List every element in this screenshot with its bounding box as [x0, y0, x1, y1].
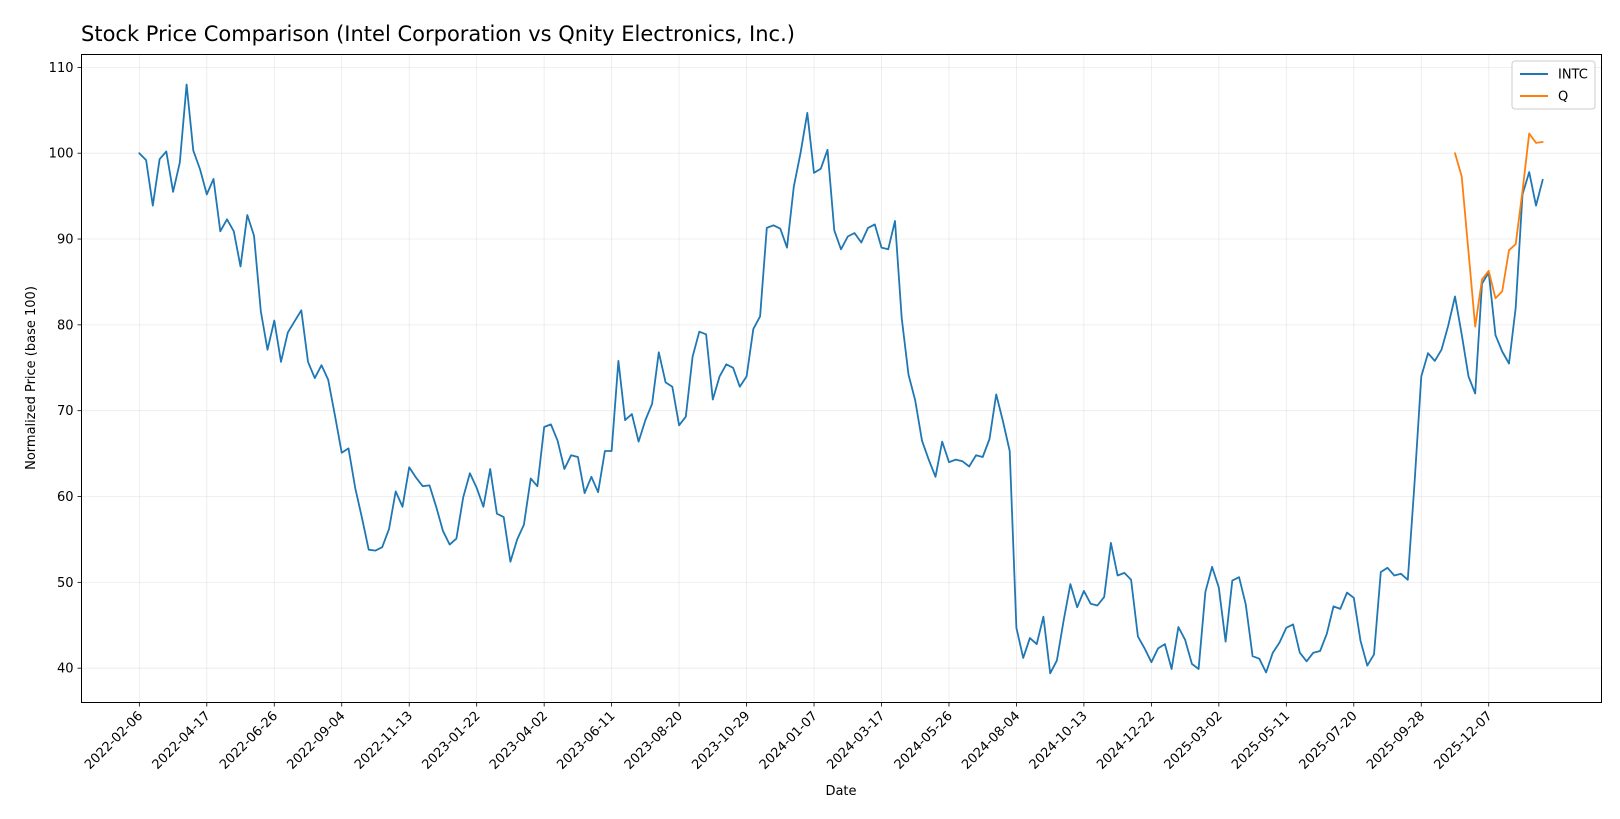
x-axis-label: Date	[825, 784, 856, 799]
x-tick-label: 2022-04-17	[150, 709, 214, 773]
chart-title: Stock Price Comparison (Intel Corporatio…	[81, 22, 795, 46]
gridlines	[81, 54, 1602, 703]
x-tick-label: 2022-06-26	[217, 709, 281, 773]
x-tick-label: 2025-03-02	[1162, 709, 1226, 773]
series-line-q	[1454, 132, 1544, 328]
y-tick-label: 110	[49, 61, 74, 76]
y-tick-label: 50	[57, 576, 74, 591]
y-axis: 40 50 60 70 80 90 100 110	[49, 61, 82, 677]
y-tick-label: 40	[57, 662, 74, 677]
y-tick-label: 60	[57, 490, 74, 505]
x-tick-label: 2025-12-07	[1432, 709, 1496, 773]
x-tick-label: 2025-09-28	[1364, 709, 1428, 773]
y-tick-label: 70	[57, 404, 74, 419]
y-tick-label: 90	[57, 233, 74, 248]
plot-frame	[81, 54, 1602, 703]
x-tick-label: 2023-01-22	[419, 709, 483, 773]
x-tick-label: 2022-11-13	[352, 709, 416, 773]
x-tick-label: 2022-09-04	[285, 709, 349, 773]
x-tick-label: 2024-03-17	[824, 709, 888, 773]
x-tick-label: 2024-01-07	[757, 709, 821, 773]
x-tick-label: 2024-08-04	[959, 709, 1023, 773]
x-tick-label: 2022-02-06	[82, 709, 146, 773]
x-tick-label: 2023-04-02	[487, 709, 551, 773]
x-tick-label: 2024-10-13	[1027, 709, 1091, 773]
x-tick-label: 2025-05-11	[1229, 709, 1293, 773]
legend: INTC Q	[1511, 60, 1596, 110]
legend-label-q: Q	[1558, 90, 1568, 105]
x-tick-label: 2024-05-26	[892, 709, 956, 773]
series-line-intc	[138, 83, 1544, 675]
legend-label-intc: INTC	[1558, 68, 1588, 83]
x-tick-label: 2023-08-20	[622, 709, 686, 773]
x-tick-label: 2025-07-20	[1297, 709, 1361, 773]
x-tick-label: 2023-06-11	[554, 709, 618, 773]
series-layer	[138, 83, 1544, 675]
x-axis: 2022-02-06 2022-04-17 2022-06-26 2022-09-04…	[82, 702, 1496, 773]
y-tick-label: 100	[49, 147, 74, 162]
y-axis-label: Normalized Price (base 100)	[24, 286, 39, 470]
x-tick-label: 2023-10-29	[689, 709, 753, 773]
x-tick-label: 2024-12-22	[1094, 709, 1158, 773]
y-tick-label: 80	[57, 318, 74, 333]
